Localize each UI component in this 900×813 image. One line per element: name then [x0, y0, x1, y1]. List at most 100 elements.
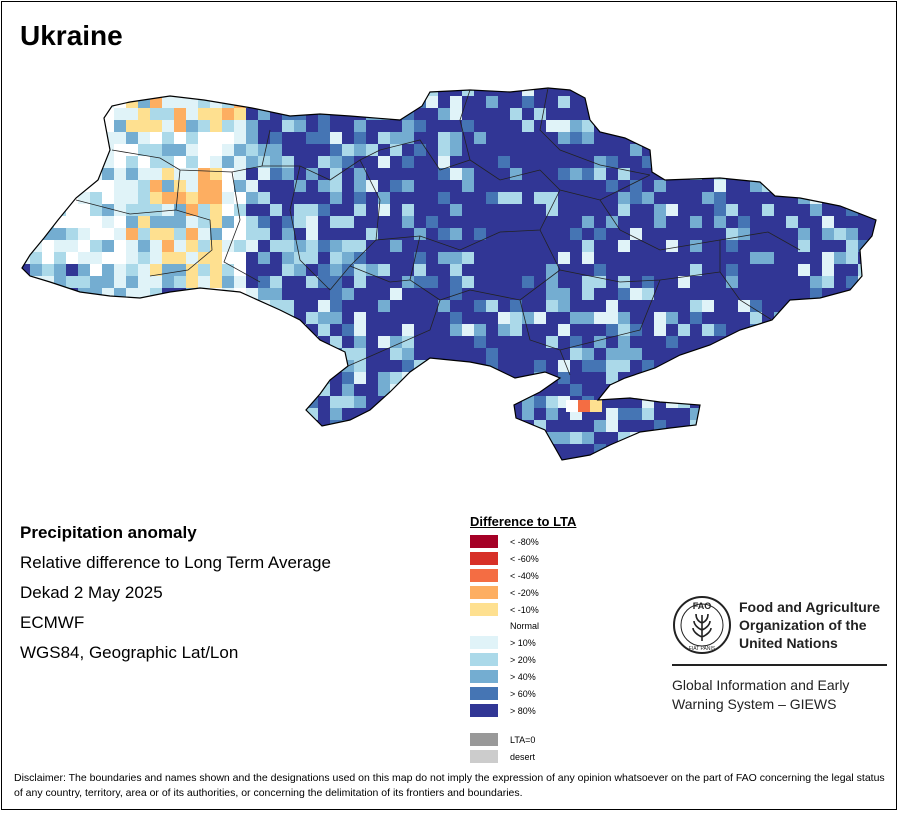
- anomaly-cell: [366, 252, 378, 264]
- anomaly-cell: [150, 360, 162, 372]
- anomaly-cell: [186, 276, 198, 288]
- anomaly-cell: [510, 156, 522, 168]
- anomaly-cell: [678, 456, 690, 460]
- anomaly-cell: [150, 312, 162, 324]
- anomaly-cell: [714, 384, 726, 396]
- anomaly-cell: [630, 360, 642, 372]
- anomaly-cell: [306, 120, 318, 132]
- anomaly-cell: [522, 88, 534, 96]
- anomaly-cell: [42, 88, 54, 96]
- anomaly-cell: [114, 348, 126, 360]
- anomaly-cell: [822, 420, 834, 432]
- anomaly-cell: [798, 408, 810, 420]
- anomaly-cell: [486, 348, 498, 360]
- anomaly-cell: [798, 144, 810, 156]
- legend-extra: LTA=0 desert: [470, 731, 576, 765]
- anomaly-cell: [126, 276, 138, 288]
- anomaly-cell: [522, 384, 534, 396]
- anomaly-cell: [810, 216, 822, 228]
- anomaly-cell: [450, 96, 462, 108]
- anomaly-cell: [774, 432, 786, 444]
- anomaly-cell: [54, 264, 66, 276]
- anomaly-cell: [702, 216, 714, 228]
- anomaly-cell: [810, 420, 822, 432]
- anomaly-cell: [378, 288, 390, 300]
- anomaly-cell: [390, 132, 402, 144]
- anomaly-cell: [126, 88, 138, 96]
- anomaly-cell: [402, 192, 414, 204]
- anomaly-cell: [566, 400, 578, 412]
- anomaly-cell: [330, 444, 342, 456]
- anomaly-cell: [618, 216, 630, 228]
- anomaly-cell: [678, 324, 690, 336]
- anomaly-cell: [426, 96, 438, 108]
- anomaly-cell: [546, 216, 558, 228]
- anomaly-cell: [342, 444, 354, 456]
- anomaly-cell: [546, 132, 558, 144]
- anomaly-cell: [702, 300, 714, 312]
- anomaly-cell: [234, 456, 246, 460]
- anomaly-cell: [162, 132, 174, 144]
- anomaly-cell: [762, 216, 774, 228]
- anomaly-cell: [438, 432, 450, 444]
- anomaly-cell: [834, 144, 846, 156]
- anomaly-cell: [78, 156, 90, 168]
- anomaly-cell: [822, 300, 834, 312]
- anomaly-cell: [90, 96, 102, 108]
- anomaly-cell: [78, 456, 90, 460]
- anomaly-cell: [846, 264, 858, 276]
- anomaly-cell: [22, 276, 30, 288]
- anomaly-cell: [222, 300, 234, 312]
- anomaly-cell: [474, 204, 486, 216]
- anomaly-cell: [678, 228, 690, 240]
- anomaly-cell: [258, 408, 270, 420]
- anomaly-cell: [498, 432, 510, 444]
- anomaly-cell: [186, 420, 198, 432]
- anomaly-cell: [294, 132, 306, 144]
- anomaly-cell: [666, 88, 678, 96]
- anomaly-cell: [606, 372, 618, 384]
- anomaly-cell: [666, 336, 678, 348]
- anomaly-cell: [282, 264, 294, 276]
- anomaly-cell: [246, 396, 258, 408]
- anomaly-cell: [54, 180, 66, 192]
- anomaly-cell: [546, 96, 558, 108]
- anomaly-cell: [606, 252, 618, 264]
- anomaly-cell: [474, 360, 486, 372]
- anomaly-cell: [522, 324, 534, 336]
- anomaly-cell: [642, 444, 654, 456]
- anomaly-cell: [366, 324, 378, 336]
- anomaly-cell: [522, 156, 534, 168]
- anomaly-cell: [678, 156, 690, 168]
- anomaly-cell: [258, 432, 270, 444]
- anomaly-cell: [210, 108, 222, 120]
- anomaly-cell: [42, 360, 54, 372]
- anomaly-cell: [66, 276, 78, 288]
- anomaly-cell: [762, 168, 774, 180]
- anomaly-cell: [642, 456, 654, 460]
- anomaly-cell: [294, 276, 306, 288]
- anomaly-cell: [78, 252, 90, 264]
- anomaly-cell: [714, 216, 726, 228]
- anomaly-cell: [474, 132, 486, 144]
- anomaly-cell: [306, 144, 318, 156]
- anomaly-cell: [582, 288, 594, 300]
- anomaly-cell: [126, 264, 138, 276]
- anomaly-cell: [858, 372, 870, 384]
- anomaly-cell: [378, 456, 390, 460]
- anomaly-cell: [306, 132, 318, 144]
- anomaly-cell: [390, 252, 402, 264]
- anomaly-cell: [378, 408, 390, 420]
- anomaly-cell: [642, 108, 654, 120]
- anomaly-cell: [618, 408, 630, 420]
- anomaly-cell: [558, 324, 570, 336]
- anomaly-cell: [102, 168, 114, 180]
- anomaly-cell: [630, 240, 642, 252]
- anomaly-cell: [678, 120, 690, 132]
- anomaly-cell: [726, 360, 738, 372]
- anomaly-cell: [114, 192, 126, 204]
- anomaly-cell: [126, 300, 138, 312]
- anomaly-cell: [66, 372, 78, 384]
- anomaly-cell: [126, 252, 138, 264]
- anomaly-cell: [642, 252, 654, 264]
